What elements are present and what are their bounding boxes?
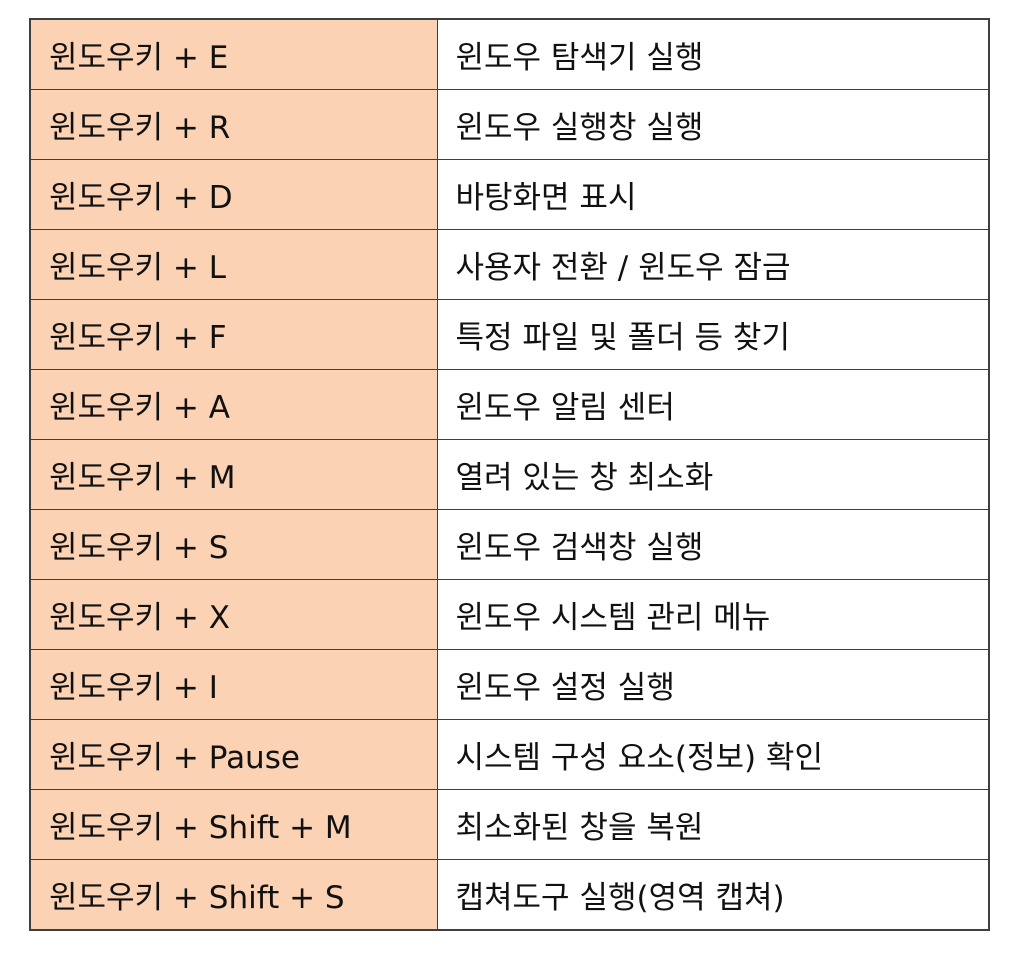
shortcut-table: 윈도우키 + E 윈도우 탐색기 실행 윈도우키 + R 윈도우 실행창 실행 … xyxy=(29,18,990,931)
description-cell: 최소화된 창을 복원 xyxy=(436,789,990,860)
description-cell: 윈도우 설정 실행 xyxy=(436,649,990,720)
description-cell: 캡쳐도구 실행(영역 캡쳐) xyxy=(436,859,990,931)
shortcut-table-container: 윈도우키 + E 윈도우 탐색기 실행 윈도우키 + R 윈도우 실행창 실행 … xyxy=(29,18,990,931)
shortcut-cell: 윈도우키 + Shift + S xyxy=(29,859,438,931)
description-cell: 특정 파일 및 폴더 등 찾기 xyxy=(436,299,990,370)
shortcut-cell: 윈도우키 + X xyxy=(29,579,438,650)
description-cell: 시스템 구성 요소(정보) 확인 xyxy=(436,719,990,790)
description-cell: 윈도우 시스템 관리 메뉴 xyxy=(436,579,990,650)
shortcut-cell: 윈도우키 + L xyxy=(29,229,438,300)
description-cell: 열려 있는 창 최소화 xyxy=(436,439,990,510)
shortcut-table-body: 윈도우키 + E 윈도우 탐색기 실행 윈도우키 + R 윈도우 실행창 실행 … xyxy=(29,18,990,931)
description-cell: 윈도우 탐색기 실행 xyxy=(436,18,990,90)
description-cell: 윈도우 알림 센터 xyxy=(436,369,990,440)
table-row: 윈도우키 + R 윈도우 실행창 실행 xyxy=(29,89,990,160)
table-row: 윈도우키 + L 사용자 전환 / 윈도우 잠금 xyxy=(29,229,990,300)
shortcut-cell: 윈도우키 + Pause xyxy=(29,719,438,790)
table-row: 윈도우키 + F 특정 파일 및 폴더 등 찾기 xyxy=(29,299,990,370)
shortcut-cell: 윈도우키 + S xyxy=(29,509,438,580)
table-row: 윈도우키 + X 윈도우 시스템 관리 메뉴 xyxy=(29,579,990,650)
description-cell: 윈도우 실행창 실행 xyxy=(436,89,990,160)
table-row: 윈도우키 + E 윈도우 탐색기 실행 xyxy=(29,18,990,90)
shortcut-cell: 윈도우키 + M xyxy=(29,439,438,510)
table-row: 윈도우키 + M 열려 있는 창 최소화 xyxy=(29,439,990,510)
shortcut-cell: 윈도우키 + E xyxy=(29,18,438,90)
shortcut-cell: 윈도우키 + R xyxy=(29,89,438,160)
shortcut-cell: 윈도우키 + A xyxy=(29,369,438,440)
table-row: 윈도우키 + A 윈도우 알림 센터 xyxy=(29,369,990,440)
description-cell: 바탕화면 표시 xyxy=(436,159,990,230)
shortcut-cell: 윈도우키 + I xyxy=(29,649,438,720)
description-cell: 윈도우 검색창 실행 xyxy=(436,509,990,580)
shortcut-cell: 윈도우키 + D xyxy=(29,159,438,230)
shortcut-cell: 윈도우키 + Shift + M xyxy=(29,789,438,860)
table-row: 윈도우키 + D 바탕화면 표시 xyxy=(29,159,990,230)
table-row: 윈도우키 + Shift + M 최소화된 창을 복원 xyxy=(29,789,990,860)
table-row: 윈도우키 + S 윈도우 검색창 실행 xyxy=(29,509,990,580)
table-row: 윈도우키 + I 윈도우 설정 실행 xyxy=(29,649,990,720)
table-row: 윈도우키 + Shift + S 캡쳐도구 실행(영역 캡쳐) xyxy=(29,859,990,931)
shortcut-cell: 윈도우키 + F xyxy=(29,299,438,370)
table-row: 윈도우키 + Pause 시스템 구성 요소(정보) 확인 xyxy=(29,719,990,790)
description-cell: 사용자 전환 / 윈도우 잠금 xyxy=(436,229,990,300)
